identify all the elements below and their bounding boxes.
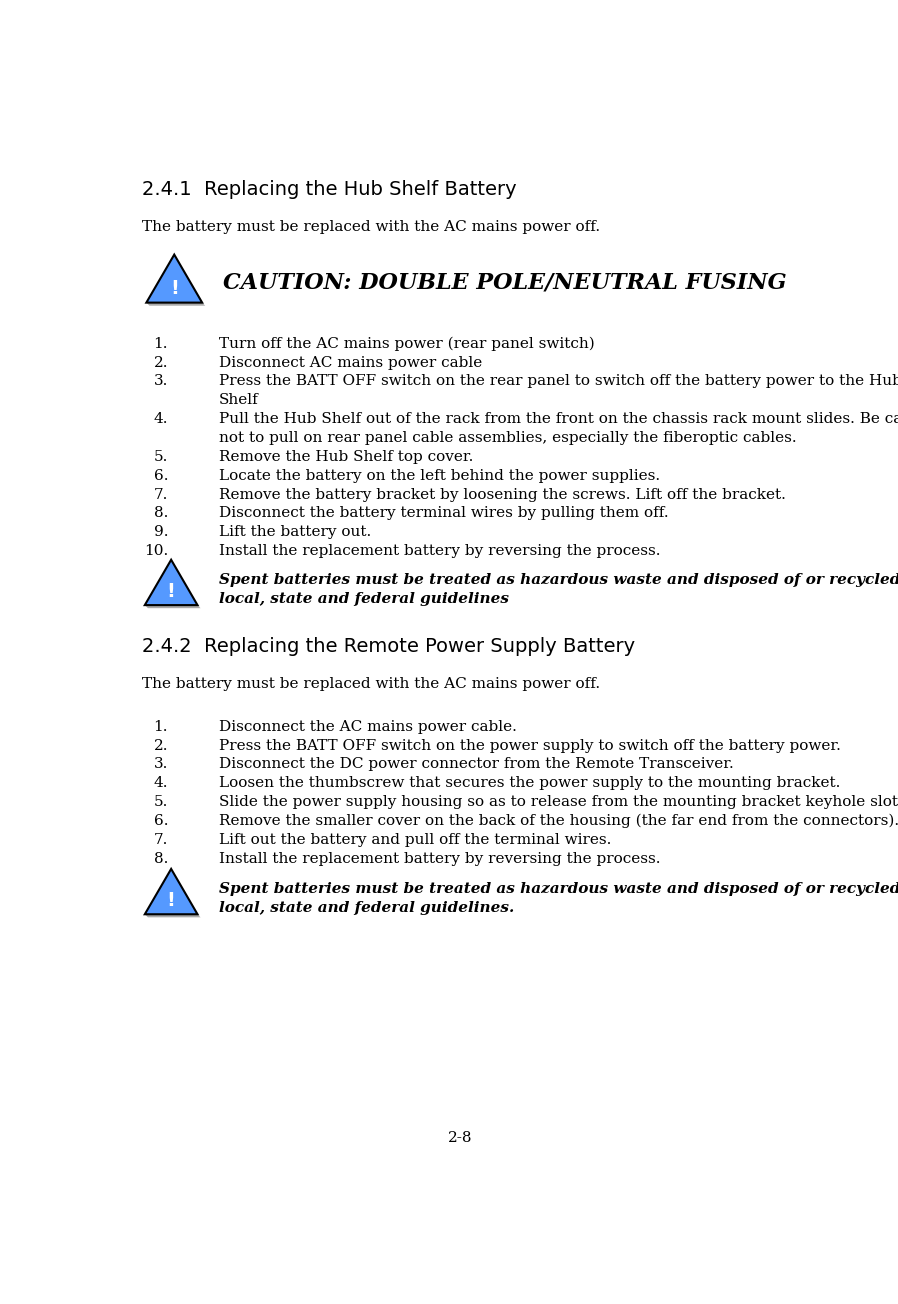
Text: Spent batteries must be treated as hazardous waste and disposed of or recycled a: Spent batteries must be treated as hazar… — [219, 883, 898, 896]
Text: Locate the battery on the left behind the power supplies.: Locate the battery on the left behind th… — [219, 468, 660, 482]
Text: !: ! — [170, 279, 179, 297]
Text: Press the BATT OFF switch on the rear panel to switch off the battery power to t: Press the BATT OFF switch on the rear pa… — [219, 374, 898, 389]
Text: 2.4.1  Replacing the Hub Shelf Battery: 2.4.1 Replacing the Hub Shelf Battery — [142, 180, 516, 198]
Text: Remove the battery bracket by loosening the screws. Lift off the bracket.: Remove the battery bracket by loosening … — [219, 488, 786, 502]
Text: 8.: 8. — [154, 852, 168, 866]
Text: 4.: 4. — [154, 776, 168, 790]
Text: local, state and federal guidelines: local, state and federal guidelines — [219, 592, 509, 606]
Text: 1.: 1. — [154, 720, 168, 734]
Text: Slide the power supply housing so as to release from the mounting bracket keyhol: Slide the power supply housing so as to … — [219, 795, 898, 810]
Text: 2.: 2. — [154, 356, 168, 369]
Polygon shape — [145, 559, 198, 605]
Text: 2.4.2  Replacing the Remote Power Supply Battery: 2.4.2 Replacing the Remote Power Supply … — [142, 638, 635, 656]
Text: Disconnect the battery terminal wires by pulling them off.: Disconnect the battery terminal wires by… — [219, 506, 669, 520]
Text: Install the replacement battery by reversing the process.: Install the replacement battery by rever… — [219, 544, 661, 558]
Polygon shape — [145, 868, 198, 914]
Text: 10.: 10. — [144, 544, 168, 558]
Text: Press the BATT OFF switch on the power supply to switch off the battery power.: Press the BATT OFF switch on the power s… — [219, 738, 841, 752]
Text: Remove the Hub Shelf top cover.: Remove the Hub Shelf top cover. — [219, 450, 473, 464]
Text: 6.: 6. — [154, 468, 168, 482]
Polygon shape — [146, 254, 202, 303]
Text: Turn off the AC mains power (rear panel switch): Turn off the AC mains power (rear panel … — [219, 336, 595, 351]
Text: 2.: 2. — [154, 738, 168, 752]
Text: !: ! — [167, 582, 176, 601]
Text: 9.: 9. — [154, 526, 168, 540]
Text: Lift out the battery and pull off the terminal wires.: Lift out the battery and pull off the te… — [219, 833, 612, 846]
Text: Disconnect the DC power connector from the Remote Transceiver.: Disconnect the DC power connector from t… — [219, 758, 734, 772]
Polygon shape — [145, 914, 200, 917]
Polygon shape — [145, 605, 200, 608]
Text: The battery must be replaced with the AC mains power off.: The battery must be replaced with the AC… — [142, 677, 600, 691]
Text: 4.: 4. — [154, 412, 168, 426]
Text: Pull the Hub Shelf out of the rack from the front on the chassis rack mount slid: Pull the Hub Shelf out of the rack from … — [219, 412, 898, 426]
Text: 1.: 1. — [154, 336, 168, 351]
Text: 2-8: 2-8 — [448, 1131, 472, 1145]
Text: The battery must be replaced with the AC mains power off.: The battery must be replaced with the AC… — [142, 219, 600, 233]
Text: Disconnect the AC mains power cable.: Disconnect the AC mains power cable. — [219, 720, 517, 734]
Text: Lift the battery out.: Lift the battery out. — [219, 526, 372, 540]
Text: Spent batteries must be treated as hazardous waste and disposed of or recycled a: Spent batteries must be treated as hazar… — [219, 572, 898, 587]
Text: 3.: 3. — [154, 758, 168, 772]
Text: 8.: 8. — [154, 506, 168, 520]
Text: 5.: 5. — [154, 795, 168, 810]
Text: Remove the smaller cover on the back of the housing (the far end from the connec: Remove the smaller cover on the back of … — [219, 814, 898, 828]
Text: Loosen the thumbscrew that secures the power supply to the mounting bracket.: Loosen the thumbscrew that secures the p… — [219, 776, 841, 790]
Text: 3.: 3. — [154, 374, 168, 389]
Text: Install the replacement battery by reversing the process.: Install the replacement battery by rever… — [219, 852, 661, 866]
Text: 7.: 7. — [154, 488, 168, 502]
Text: Disconnect AC mains power cable: Disconnect AC mains power cable — [219, 356, 482, 369]
Text: !: ! — [167, 891, 176, 910]
Text: local, state and federal guidelines.: local, state and federal guidelines. — [219, 901, 515, 915]
Text: Shelf: Shelf — [219, 394, 259, 407]
Text: 7.: 7. — [154, 833, 168, 846]
Polygon shape — [146, 303, 206, 305]
Text: CAUTION: DOUBLE POLE/NEUTRAL FUSING: CAUTION: DOUBLE POLE/NEUTRAL FUSING — [223, 271, 787, 293]
Text: 5.: 5. — [154, 450, 168, 464]
Text: 6.: 6. — [154, 814, 168, 828]
Text: not to pull on rear panel cable assemblies, especially the fiberoptic cables.: not to pull on rear panel cable assembli… — [219, 432, 797, 445]
